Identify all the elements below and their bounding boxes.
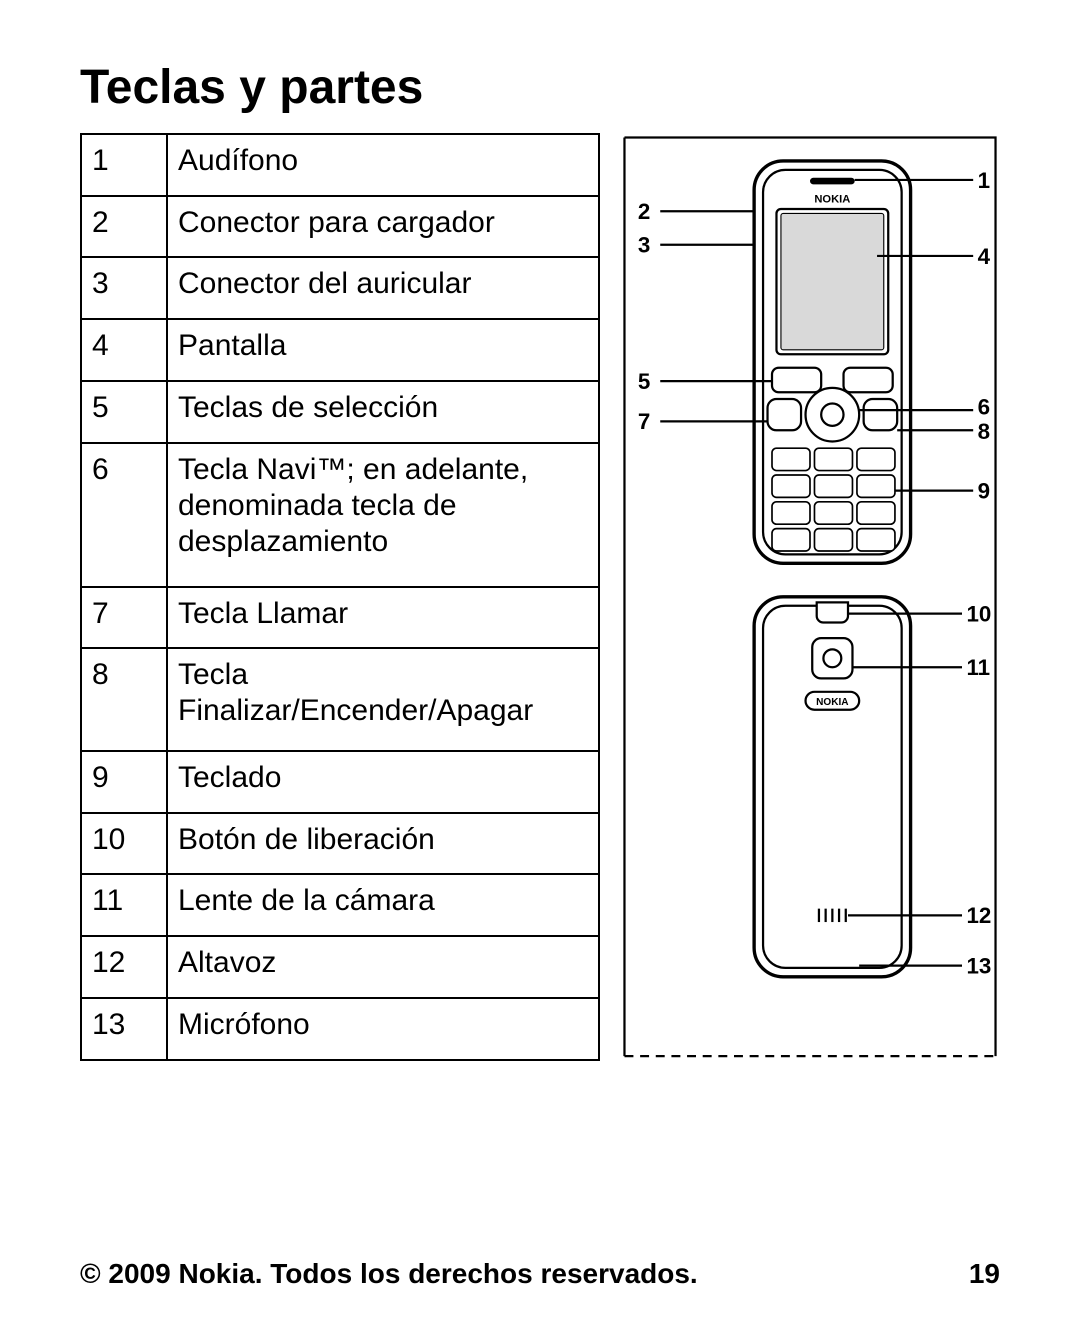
table-row: 9 Teclado [81, 751, 599, 813]
footer: © 2009 Nokia. Todos los derechos reserva… [80, 1258, 1000, 1290]
svg-text:4: 4 [978, 244, 991, 269]
svg-text:13: 13 [966, 953, 991, 978]
table-row: 2 Conector para cargador [81, 196, 599, 258]
manual-page: Teclas y partes 1 Audífono 2 Conector pa… [0, 0, 1080, 1336]
svg-text:9: 9 [978, 478, 990, 503]
svg-text:2: 2 [638, 199, 650, 224]
page-number: 19 [969, 1258, 1000, 1290]
part-number: 11 [81, 874, 167, 936]
table-row: 6 Tecla Navi™; en adelante, denominada t… [81, 443, 599, 587]
svg-text:7: 7 [638, 409, 650, 434]
copyright-text: © 2009 Nokia. Todos los derechos reserva… [80, 1258, 698, 1290]
part-label: Micrófono [167, 998, 599, 1060]
part-number: 2 [81, 196, 167, 258]
svg-text:3: 3 [638, 233, 650, 258]
svg-text:1: 1 [978, 168, 990, 193]
svg-text:12: 12 [966, 903, 991, 928]
part-number: 10 [81, 813, 167, 875]
part-label: Conector del auricular [167, 257, 599, 319]
table-row: 11 Lente de la cámara [81, 874, 599, 936]
part-label: Tecla Navi™; en adelante, denominada tec… [167, 443, 599, 587]
svg-text:6: 6 [978, 395, 990, 420]
parts-table: 1 Audífono 2 Conector para cargador 3 Co… [80, 133, 600, 1061]
part-number: 7 [81, 587, 167, 649]
table-row: 10 Botón de liberación [81, 813, 599, 875]
part-label: Conector para cargador [167, 196, 599, 258]
part-label: Tecla Llamar [167, 587, 599, 649]
table-row: 12 Altavoz [81, 936, 599, 998]
callout-3: 3 [638, 233, 754, 258]
brand-label-back: NOKIA [816, 697, 848, 708]
part-label: Botón de liberación [167, 813, 599, 875]
part-number: 9 [81, 751, 167, 813]
callout-7: 7 [638, 409, 768, 434]
callout-5: 5 [638, 369, 772, 394]
part-label: Altavoz [167, 936, 599, 998]
svg-text:10: 10 [966, 601, 991, 626]
table-row: 7 Tecla Llamar [81, 587, 599, 649]
callout-2: 2 [638, 199, 754, 224]
phone-diagram-svg: NOKIA [620, 133, 1000, 1061]
phone-diagram: NOKIA [620, 133, 1000, 1061]
part-number: 3 [81, 257, 167, 319]
part-label: Lente de la cámara [167, 874, 599, 936]
part-number: 13 [81, 998, 167, 1060]
table-row: 13 Micrófono [81, 998, 599, 1060]
part-number: 1 [81, 134, 167, 196]
part-number: 12 [81, 936, 167, 998]
part-label: Pantalla [167, 319, 599, 381]
part-label: Audífono [167, 134, 599, 196]
part-number: 5 [81, 381, 167, 443]
part-label: Teclado [167, 751, 599, 813]
part-label: Teclas de selección [167, 381, 599, 443]
part-label: Tecla Finalizar/Encender/Apagar [167, 648, 599, 751]
brand-label: NOKIA [814, 193, 850, 205]
table-row: 3 Conector del auricular [81, 257, 599, 319]
part-number: 8 [81, 648, 167, 751]
table-row: 8 Tecla Finalizar/Encender/Apagar [81, 648, 599, 751]
svg-text:8: 8 [978, 419, 990, 444]
table-row: 5 Teclas de selección [81, 381, 599, 443]
content-area: 1 Audífono 2 Conector para cargador 3 Co… [80, 133, 1000, 1061]
part-number: 6 [81, 443, 167, 587]
svg-text:5: 5 [638, 369, 650, 394]
page-title: Teclas y partes [80, 60, 1000, 115]
table-row: 4 Pantalla [81, 319, 599, 381]
table-row: 1 Audífono [81, 134, 599, 196]
svg-text:11: 11 [966, 655, 990, 680]
part-number: 4 [81, 319, 167, 381]
